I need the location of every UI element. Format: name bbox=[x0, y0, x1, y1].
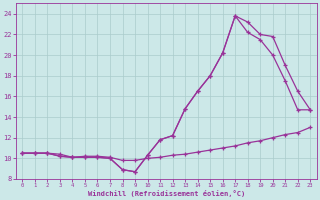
X-axis label: Windchill (Refroidissement éolien,°C): Windchill (Refroidissement éolien,°C) bbox=[88, 190, 245, 197]
